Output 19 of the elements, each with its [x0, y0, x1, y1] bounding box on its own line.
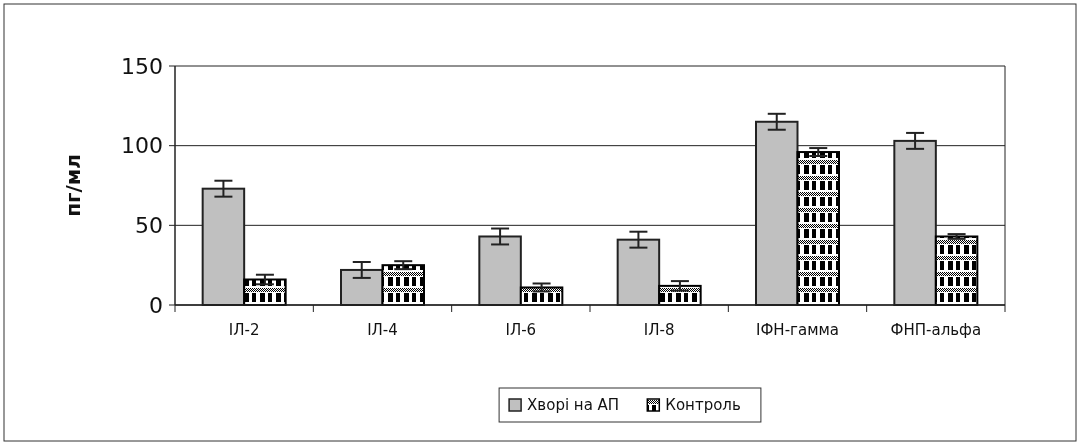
bar	[796, 151, 840, 306]
x-tick-label: ІЛ-4	[367, 321, 398, 339]
y-tick-label: 0	[149, 292, 163, 318]
y-tick-label: 50	[135, 213, 163, 239]
y-axis-title: пг/мл	[61, 154, 85, 217]
x-tick-label: ІЛ-8	[643, 321, 675, 339]
x-tick-label: ІЛ-6	[505, 321, 537, 339]
x-tick-label: ІФН-гамма	[756, 321, 839, 339]
legend-label: Хворі на АП	[527, 396, 620, 415]
bar	[934, 235, 979, 306]
bar	[381, 264, 425, 306]
y-tick-label: 150	[121, 53, 163, 79]
bar	[658, 284, 702, 306]
x-tick-label: ФНП-альфа	[890, 321, 982, 339]
bar	[243, 278, 287, 306]
legend-label: Контроль	[665, 396, 741, 415]
x-tick-label: ІЛ-2	[228, 321, 260, 339]
bar	[519, 286, 564, 306]
y-tick-label: 100	[121, 133, 163, 159]
